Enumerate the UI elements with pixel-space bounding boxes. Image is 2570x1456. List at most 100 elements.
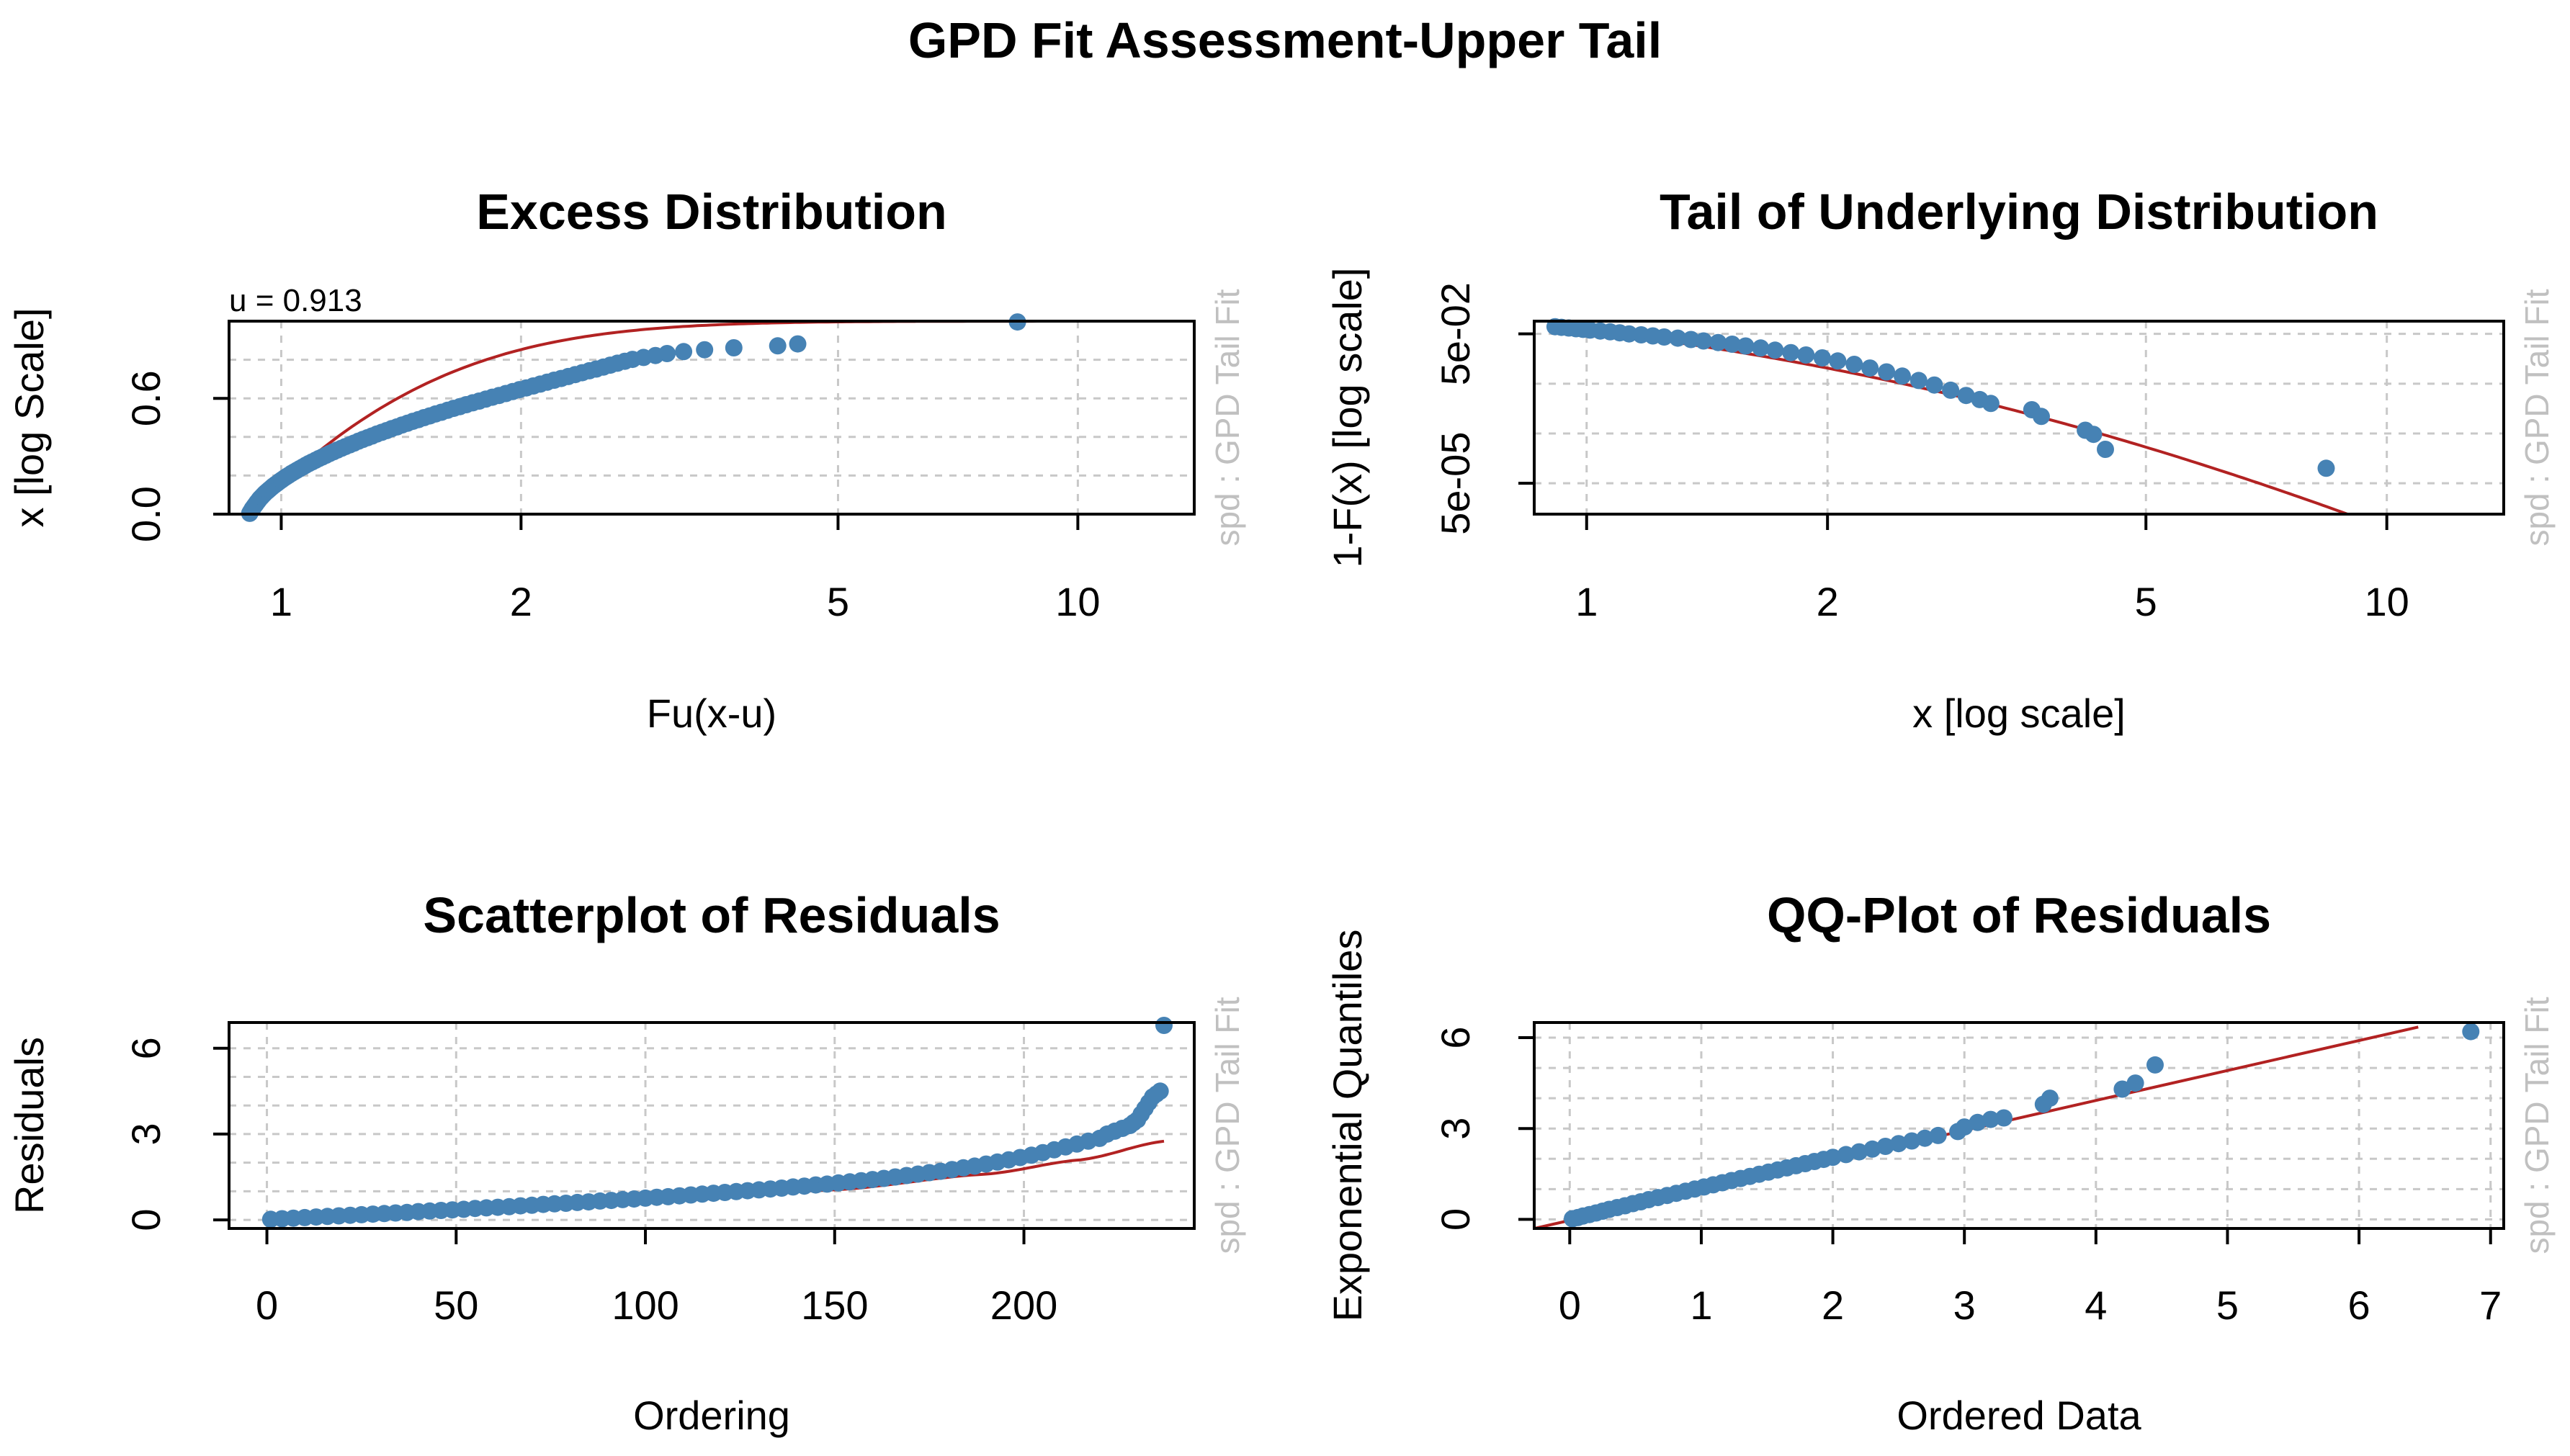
x-tick-label: 10 bbox=[1055, 579, 1100, 624]
data-point bbox=[1982, 395, 2000, 413]
x-axis-label: Ordering bbox=[633, 1393, 790, 1438]
x-axis-label: Fu(x-u) bbox=[647, 691, 776, 736]
data-point bbox=[1829, 352, 1847, 370]
y-axis-label: x [log Scale] bbox=[6, 307, 52, 527]
data-point bbox=[1845, 356, 1863, 373]
data-point bbox=[1813, 349, 1831, 367]
data-point bbox=[1878, 363, 1896, 381]
data-point bbox=[2033, 408, 2050, 426]
side-label: spd : GPD Tail Fit bbox=[1209, 997, 1246, 1254]
data-point bbox=[1925, 376, 1943, 394]
plot-area bbox=[249, 321, 1194, 514]
y-tick-label: 6 bbox=[1433, 1026, 1478, 1048]
plot-frame bbox=[228, 1021, 1196, 1230]
x-tick-label: 100 bbox=[612, 1282, 679, 1328]
y-axis-label: Exponential Quantiles bbox=[1325, 930, 1370, 1322]
data-point bbox=[696, 341, 714, 359]
y-axis-label: Residuals bbox=[6, 1037, 52, 1214]
x-tick-label: 2 bbox=[1817, 579, 1839, 624]
y-tick-label: 3 bbox=[1433, 1118, 1478, 1140]
data-point bbox=[1956, 1118, 1974, 1136]
data-point bbox=[1995, 1109, 2012, 1127]
data-point bbox=[1929, 1126, 1947, 1144]
excess-distribution-panel: 1 2 5 10 0.0 0.6 Excess Distribution Fu(x-u) x [… bbox=[6, 184, 1246, 736]
data-point bbox=[658, 345, 676, 362]
x-tick-label: 0 bbox=[256, 1282, 278, 1328]
plot-frame bbox=[1533, 1021, 2505, 1230]
panel-title: Tail of Underlying Distribution bbox=[1660, 184, 2378, 240]
data-point bbox=[1782, 343, 1800, 361]
fit-line bbox=[249, 321, 1182, 514]
main-title: GPD Fit Assessment-Upper Tail bbox=[908, 12, 1662, 68]
side-label: spd : GPD Tail Fit bbox=[1209, 289, 1246, 546]
data-point bbox=[2462, 1023, 2480, 1041]
data-point bbox=[2317, 459, 2335, 477]
plot-area bbox=[1554, 325, 2352, 514]
data-point bbox=[1863, 1140, 1881, 1158]
data-point bbox=[1824, 1149, 1842, 1167]
data-point bbox=[1695, 332, 1713, 350]
data-point bbox=[1737, 337, 1755, 355]
fit-line bbox=[1554, 325, 2352, 514]
data-point bbox=[1957, 387, 1975, 405]
x-tick-label: 2 bbox=[510, 579, 532, 624]
data-point bbox=[1889, 1135, 1907, 1153]
plot-frame bbox=[228, 320, 1196, 516]
x-tick-label: 10 bbox=[2365, 579, 2409, 624]
x-tick-label: 5 bbox=[2135, 579, 2157, 624]
data-point bbox=[2126, 1074, 2144, 1092]
panel-title: Excess Distribution bbox=[476, 184, 947, 240]
data-point bbox=[1837, 1146, 1855, 1164]
y-tick-label: 0.0 bbox=[123, 486, 169, 542]
x-tick-label: 5 bbox=[827, 579, 849, 624]
tail-distribution-panel: 1 2 5 10 5e-02 5e-05 Tail of Underlying Distri… bbox=[1325, 184, 2556, 736]
x-tick-label: 7 bbox=[2479, 1282, 2502, 1328]
data-point bbox=[1723, 336, 1741, 353]
data-point bbox=[1155, 1017, 1173, 1034]
data-point bbox=[1850, 1143, 1868, 1161]
data-point bbox=[1982, 1110, 2000, 1128]
threshold-annotation: u = 0.913 bbox=[229, 283, 362, 318]
y-tick-label: 3 bbox=[123, 1123, 169, 1145]
panel-title: Scatterplot of Residuals bbox=[423, 887, 1000, 943]
side-label: spd : GPD Tail Fit bbox=[2518, 289, 2556, 546]
data-point bbox=[2146, 1056, 2164, 1074]
y-tick-label: 0 bbox=[1433, 1208, 1478, 1231]
x-tick-label: 4 bbox=[2085, 1282, 2107, 1328]
data-point bbox=[675, 343, 693, 361]
x-tick-label: 5 bbox=[2216, 1282, 2239, 1328]
data-point bbox=[1752, 339, 1770, 357]
data-point bbox=[1876, 1138, 1894, 1155]
data-point bbox=[1916, 1129, 1934, 1147]
plot-frame bbox=[1533, 320, 2505, 516]
y-tick-label: 0.6 bbox=[123, 370, 169, 426]
data-point bbox=[1151, 1082, 1169, 1100]
data-point bbox=[1861, 359, 1879, 377]
x-axis-label: x [log scale] bbox=[1912, 691, 2126, 736]
data-point bbox=[1903, 1132, 1921, 1150]
y-tick-label: 6 bbox=[123, 1037, 169, 1059]
x-tick-label: 2 bbox=[1822, 1282, 1844, 1328]
data-point bbox=[1942, 381, 1960, 399]
data-point bbox=[1797, 346, 1815, 364]
x-tick-label: 150 bbox=[801, 1282, 868, 1328]
side-label: spd : GPD Tail Fit bbox=[2518, 997, 2556, 1254]
data-point bbox=[1894, 367, 1911, 385]
y-tick-label: 5e-02 bbox=[1433, 282, 1478, 385]
x-tick-label: 3 bbox=[1953, 1282, 1976, 1328]
x-tick-label: 6 bbox=[2348, 1282, 2370, 1328]
data-point bbox=[1909, 372, 1928, 390]
x-tick-label: 200 bbox=[990, 1282, 1057, 1328]
data-point bbox=[2113, 1080, 2131, 1098]
data-point bbox=[2041, 1089, 2059, 1107]
data-point bbox=[1682, 331, 1700, 349]
data-point bbox=[1969, 1113, 1987, 1131]
x-tick-label: 1 bbox=[1690, 1282, 1712, 1328]
x-tick-label: 0 bbox=[1559, 1282, 1581, 1328]
data-point bbox=[1655, 328, 1673, 346]
data-point bbox=[2097, 441, 2114, 458]
x-axis-label: Ordered Data bbox=[1897, 1393, 2141, 1438]
data-point bbox=[1709, 333, 1727, 351]
data-point bbox=[725, 339, 743, 356]
panel-title: QQ-Plot of Residuals bbox=[1767, 887, 2271, 943]
